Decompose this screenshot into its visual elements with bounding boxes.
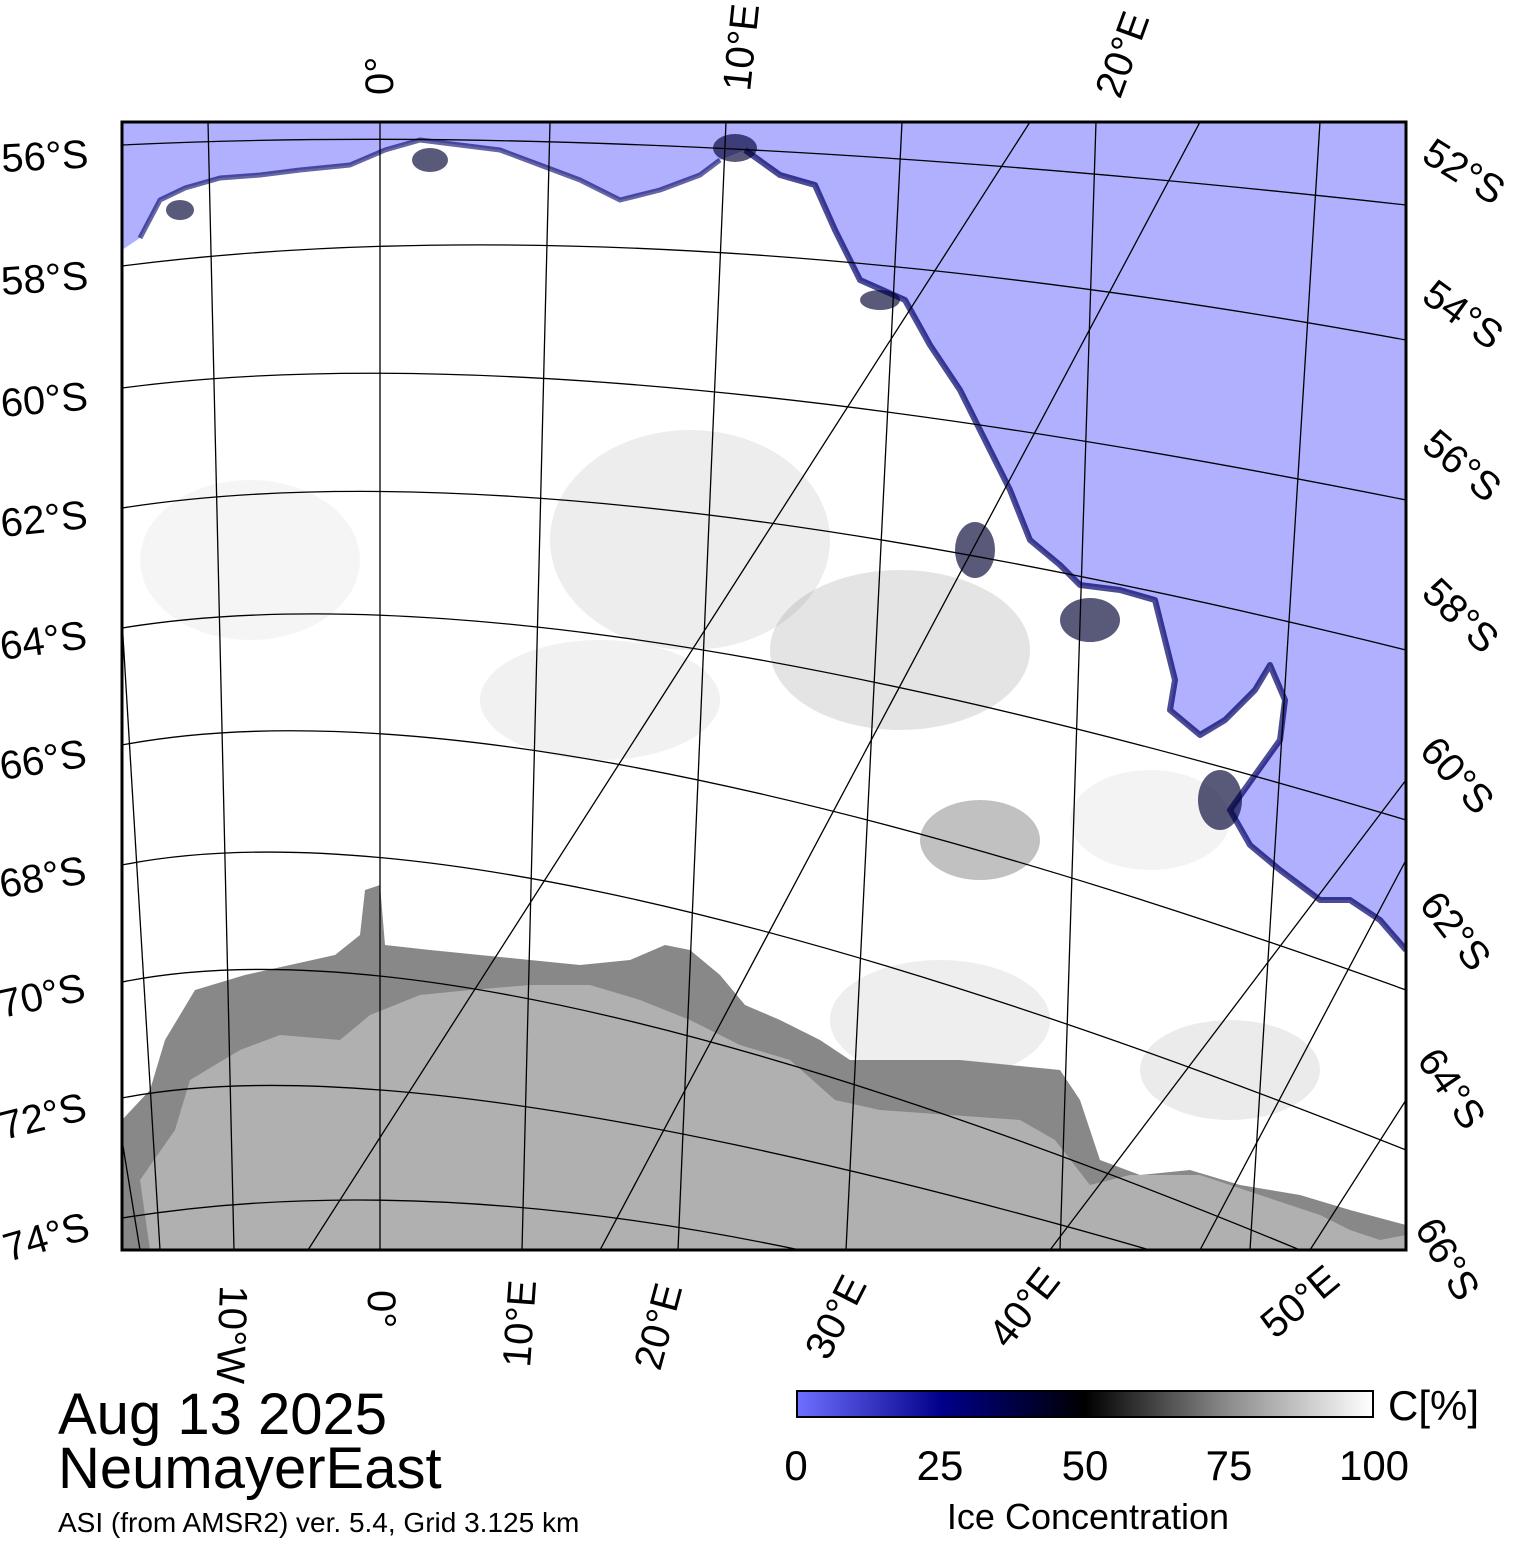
bottom-lon-label: 10°W — [208, 1285, 255, 1385]
bottom-lon-label: 10°E — [495, 1279, 545, 1369]
right-lat-label: 64°S — [1409, 1040, 1494, 1137]
left-lat-label: 70°S — [0, 966, 89, 1027]
left-lat-label: 56°S — [0, 132, 89, 181]
meridians — [122, 122, 1406, 1250]
parallels — [122, 138, 1406, 1250]
left-lat-label: 66°S — [0, 732, 90, 789]
top-longitude-labels: 0° 10°E 20°E — [358, 2, 1158, 103]
right-lat-label: 56°S — [1414, 421, 1509, 511]
map-frame — [120, 120, 1408, 1252]
left-lat-label: 60°S — [0, 375, 90, 426]
colorbar-tick: 0 — [784, 1442, 808, 1489]
ice-edge-floes — [166, 134, 1242, 830]
right-lat-label: 66°S — [1406, 1211, 1488, 1308]
colorbar-tick: 100 — [1338, 1442, 1410, 1489]
map-date: Aug 13 2025 — [58, 1382, 387, 1447]
land-mass — [140, 985, 1406, 1250]
top-lon-label: 20°E — [1087, 6, 1158, 103]
map-area — [122, 122, 1406, 1250]
bottom-lon-label: 50°E — [1253, 1257, 1348, 1347]
colorbar-tick: 75 — [1205, 1442, 1253, 1489]
left-lat-label: 58°S — [0, 254, 90, 304]
right-lat-label: 62°S — [1411, 883, 1499, 979]
colorbar-tick: 50 — [1061, 1442, 1109, 1489]
left-lat-label: 68°S — [0, 848, 89, 906]
right-lat-label: 52°S — [1415, 130, 1512, 214]
region-name: NeumayerEast — [58, 1436, 442, 1501]
left-lat-label: 74°S — [0, 1204, 94, 1270]
right-lat-label: 60°S — [1411, 729, 1502, 823]
bottom-lon-label: 30°E — [797, 1268, 876, 1366]
bottom-lon-label: 40°E — [980, 1260, 1068, 1356]
bottom-lon-label: 20°E — [626, 1279, 691, 1375]
colorbar-label: Ice Concentration — [946, 1496, 1230, 1537]
top-lon-label: 0° — [358, 57, 402, 95]
bottom-longitude-labels: 10°W 0° 10°E 20°E 30°E 40°E 50°E — [208, 1257, 1348, 1384]
left-lat-label: 64°S — [0, 613, 90, 669]
right-latitude-labels: 52°S 54°S 56°S 58°S 60°S 62°S 64°S 66°S — [1406, 130, 1512, 1308]
colorbar-tick: 25 — [916, 1442, 964, 1489]
left-lat-label: 72°S — [0, 1085, 91, 1149]
left-latitude-labels: 56°S 58°S 60°S 62°S 64°S 66°S 68°S 70°S … — [0, 132, 94, 1270]
ice-texture — [140, 430, 1320, 1120]
colorbar-unit: C[%] — [1388, 1382, 1480, 1429]
bottom-lon-label: 0° — [359, 1290, 403, 1328]
left-lat-label: 62°S — [0, 493, 90, 546]
product-info: ASI (from AMSR2) ver. 5.4, Grid 3.125 km — [58, 1507, 580, 1538]
right-lat-label: 54°S — [1415, 272, 1511, 359]
right-lat-label: 58°S — [1414, 570, 1507, 662]
top-lon-label: 10°E — [715, 2, 768, 93]
colorbar-gradient — [796, 1390, 1374, 1418]
